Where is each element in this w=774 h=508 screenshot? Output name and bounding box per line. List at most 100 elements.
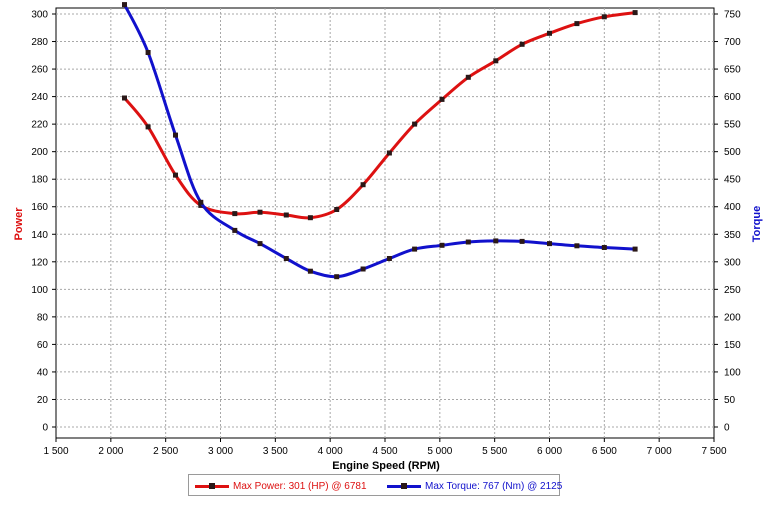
y-left-tick-label: 300 <box>31 10 48 21</box>
y-left-tick-label: 180 <box>31 175 48 186</box>
y-right-tick-label: 450 <box>724 175 741 186</box>
legend-label-torque: Max Torque: 767 (Nm) @ 2125 <box>425 480 563 492</box>
y-left-tick-label: 80 <box>37 312 49 323</box>
y-right-tick-label: 550 <box>724 120 741 131</box>
y-right-tick-label: 50 <box>724 395 736 406</box>
torque-point <box>519 238 525 244</box>
torque-point <box>493 238 499 244</box>
x-tick-label: 2 000 <box>98 446 123 457</box>
x-tick-label: 4 000 <box>318 446 343 457</box>
y-left-tick-label: 280 <box>31 37 48 48</box>
y-left-tick-label: 20 <box>37 395 49 406</box>
torque-point <box>386 256 392 261</box>
x-tick-label: 4 500 <box>372 446 397 457</box>
y-axis-right-label: Torque <box>751 206 763 242</box>
power-point <box>574 21 580 27</box>
torque-point <box>307 268 313 274</box>
y-right-tick-label: 650 <box>724 65 741 76</box>
torque-point <box>145 50 151 55</box>
axes: 1 500 2 000 2 500 3 000 3 500 4 000 4 500 5 000… <box>31 10 741 458</box>
x-tick-label: 5 500 <box>482 446 507 457</box>
x-tick-label: 6 500 <box>592 446 617 457</box>
torque-point <box>173 132 178 138</box>
power-point <box>360 182 366 188</box>
power-point <box>519 41 525 47</box>
x-tick-label: 3 500 <box>263 446 288 457</box>
y-left-tick-label: 0 <box>42 423 48 434</box>
torque-point <box>360 266 366 272</box>
power-point <box>412 121 418 127</box>
power-point <box>439 96 445 102</box>
torque-series <box>122 2 638 280</box>
x-axis-label: Engine Speed (RPM) <box>332 460 440 472</box>
y-right-tick-label: 750 <box>724 10 741 21</box>
y-left-tick-label: 240 <box>31 92 48 103</box>
legend: Max Power: 301 (HP) @ 6781 Max Torque: 7… <box>188 474 562 496</box>
y-right-tick-label: 100 <box>724 367 741 378</box>
y-left-tick-label: 40 <box>37 367 49 378</box>
torque-point <box>198 199 204 205</box>
torque-point <box>232 227 238 233</box>
x-tick-label: 7 500 <box>701 446 726 457</box>
x-tick-label: 5 000 <box>427 446 452 457</box>
x-tick-label: 3 000 <box>208 446 233 457</box>
torque-point <box>465 239 471 245</box>
y-right-tick-label: 200 <box>724 312 741 323</box>
legend-entry-torque[interactable]: Max Torque: 767 (Nm) @ 2125 <box>387 479 562 493</box>
x-tick-label: 2 500 <box>153 446 178 457</box>
legend-entry-power[interactable]: Max Power: 301 (HP) @ 6781 <box>195 479 367 493</box>
plot-area <box>55 7 715 439</box>
y-right-tick-label: 500 <box>724 147 741 158</box>
power-point <box>122 95 127 101</box>
torque-point <box>574 243 580 249</box>
y-right-tick-label: 250 <box>724 285 741 296</box>
x-tick-label: 1 500 <box>43 446 68 457</box>
torque-point <box>547 241 552 247</box>
power-point <box>283 212 289 218</box>
y-left-tick-label: 220 <box>31 120 48 131</box>
torque-point <box>439 242 445 248</box>
y-left-tick-label: 140 <box>31 230 48 241</box>
power-point <box>198 202 204 208</box>
power-point <box>601 14 607 20</box>
x-tick-label: 6 000 <box>537 446 562 457</box>
torque-point <box>257 241 263 247</box>
y-right-tick-label: 600 <box>724 92 741 103</box>
grid-lines <box>56 8 714 438</box>
y-left-tick-label: 200 <box>31 147 48 158</box>
torque-point <box>122 2 127 8</box>
torque-point <box>412 246 418 252</box>
legend-label-power: Max Power: 301 (HP) @ 6781 <box>233 480 367 492</box>
torque-point <box>334 274 340 280</box>
power-point <box>386 150 392 156</box>
power-point <box>632 10 638 16</box>
y-right-tick-label: 400 <box>724 202 741 213</box>
y-right-tick-label: 300 <box>724 257 741 268</box>
torque-point <box>283 256 289 261</box>
power-point <box>232 211 238 217</box>
y-left-tick-label: 100 <box>31 285 48 296</box>
power-point <box>334 207 340 212</box>
y-left-tick-label: 160 <box>31 202 48 213</box>
legend-swatch-power <box>195 479 229 493</box>
y-right-tick-label: 0 <box>724 423 730 434</box>
y-axis-left-label: Power <box>13 207 25 241</box>
y-right-tick-label: 350 <box>724 230 741 241</box>
power-point <box>307 215 313 221</box>
y-left-tick-label: 60 <box>37 340 49 351</box>
power-point <box>465 74 471 80</box>
legend-swatch-torque <box>387 479 421 493</box>
power-point <box>173 172 178 178</box>
power-point <box>493 58 499 64</box>
power-point <box>257 209 263 215</box>
x-tick-label: 7 000 <box>647 446 672 457</box>
y-left-tick-label: 260 <box>31 65 48 76</box>
torque-point <box>632 246 638 252</box>
power-point <box>547 30 552 36</box>
torque-point <box>601 245 607 250</box>
power-point <box>145 124 151 130</box>
y-left-tick-label: 120 <box>31 257 48 268</box>
y-right-tick-label: 150 <box>724 340 741 351</box>
